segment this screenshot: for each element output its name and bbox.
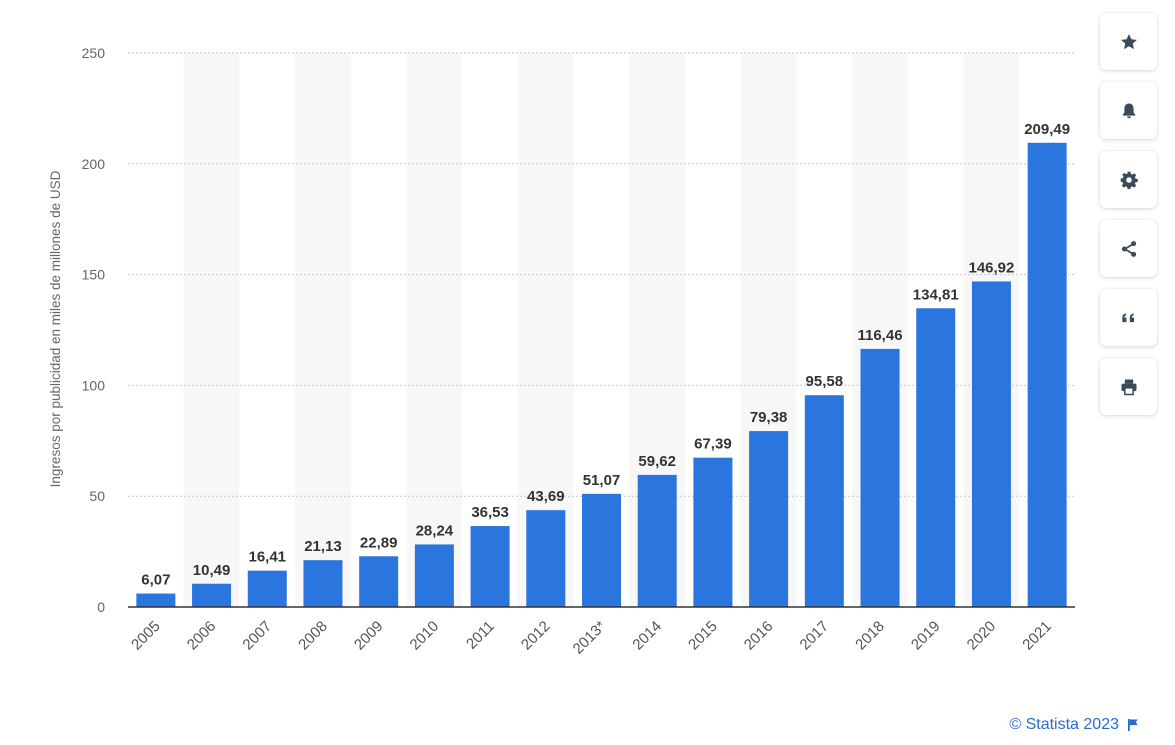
x-tick-label: 2008 xyxy=(295,618,331,654)
column-band xyxy=(183,53,240,607)
bar[interactable] xyxy=(303,560,343,607)
x-tick-label: 2012 xyxy=(518,618,554,654)
flag-icon xyxy=(1128,719,1138,731)
star-icon xyxy=(1120,33,1137,49)
bar[interactable] xyxy=(414,544,454,607)
data-label: 67,39 xyxy=(694,436,732,453)
x-tick-label: 2020 xyxy=(964,618,1000,654)
data-label: 10,49 xyxy=(193,562,231,579)
y-axis-label: Ingresos por publicidad en miles de mill… xyxy=(48,170,63,487)
x-tick-label: 2021 xyxy=(1019,618,1055,654)
bars xyxy=(136,142,1067,608)
data-label: 95,58 xyxy=(806,373,844,390)
data-label: 116,46 xyxy=(857,327,902,344)
y-tick-label: 100 xyxy=(82,377,106,393)
bar[interactable] xyxy=(192,583,232,607)
data-label: 28,24 xyxy=(416,522,454,539)
print-button[interactable] xyxy=(1100,358,1157,415)
x-tick-label: 2019 xyxy=(908,618,944,654)
bar[interactable] xyxy=(971,281,1011,607)
statista-credit[interactable]: © Statista 2023 xyxy=(1009,716,1139,734)
data-label: 36,53 xyxy=(471,504,509,521)
x-tick-label: 2009 xyxy=(351,618,387,654)
bar[interactable] xyxy=(804,395,844,607)
cite-button[interactable] xyxy=(1100,289,1157,346)
quote-icon xyxy=(1121,312,1134,322)
y-tick-label: 50 xyxy=(89,488,105,504)
bar-chart: 0 50 100 150 200 250 2005 2006 2007 2008 2009 2010… xyxy=(48,45,1075,658)
share-icon xyxy=(1121,240,1136,257)
bar[interactable] xyxy=(1027,142,1067,608)
x-tick-label: 2011 xyxy=(463,618,498,653)
data-label: 16,41 xyxy=(248,549,286,566)
share-button[interactable] xyxy=(1100,220,1157,277)
y-tick-labels: 0 50 100 150 200 250 xyxy=(82,45,106,615)
x-tick-label: 2016 xyxy=(741,618,777,654)
data-label: 22,89 xyxy=(360,534,398,551)
x-tick-labels: 2005 2006 2007 2008 2009 2010 2011 2012 2013* 201… xyxy=(128,618,1055,658)
data-label: 51,07 xyxy=(583,472,621,489)
column-band xyxy=(295,53,351,607)
print-icon xyxy=(1121,379,1136,395)
data-label: 134,81 xyxy=(913,286,959,303)
bar[interactable] xyxy=(247,570,287,607)
data-label: 21,13 xyxy=(304,538,342,555)
data-label: 146,92 xyxy=(968,259,1014,276)
bar[interactable] xyxy=(582,493,621,607)
bar[interactable] xyxy=(359,556,399,607)
settings-button[interactable] xyxy=(1100,151,1157,208)
x-tick-label: 2010 xyxy=(407,618,443,654)
x-tick-label: 2013* xyxy=(570,618,610,658)
data-label: 209,49 xyxy=(1024,121,1070,138)
x-tick-label: 2007 xyxy=(239,618,275,654)
bar[interactable] xyxy=(136,593,176,607)
data-label: 59,62 xyxy=(638,453,676,470)
x-tick-label: 2006 xyxy=(184,618,220,654)
data-label: 6,07 xyxy=(141,572,170,589)
column-band xyxy=(406,53,463,607)
chart-toolbar xyxy=(1100,13,1157,427)
x-tick-label: 2005 xyxy=(128,618,164,654)
bar[interactable] xyxy=(749,431,789,607)
y-tick-label: 0 xyxy=(97,599,105,615)
notification-button[interactable] xyxy=(1100,82,1157,139)
x-tick-label: 2015 xyxy=(685,618,721,654)
bar[interactable] xyxy=(637,474,677,607)
y-tick-label: 150 xyxy=(82,267,106,283)
x-tick-label: 2018 xyxy=(852,618,888,654)
bar[interactable] xyxy=(526,510,566,607)
y-tick-label: 250 xyxy=(82,45,106,61)
data-labels: 6,07 10,49 16,41 21,13 22,89 28,24 36,53 43,69 5… xyxy=(141,121,1070,589)
bell-icon xyxy=(1122,103,1135,118)
credit-text: © Statista 2023 xyxy=(1009,716,1119,733)
data-label: 79,38 xyxy=(750,409,788,426)
x-tick-label: 2014 xyxy=(629,618,665,654)
gear-icon xyxy=(1120,171,1138,189)
bar[interactable] xyxy=(860,348,900,607)
y-tick-label: 200 xyxy=(82,156,106,172)
bar[interactable] xyxy=(693,457,733,607)
bar[interactable] xyxy=(470,526,510,607)
favorite-button[interactable] xyxy=(1100,13,1157,70)
x-tick-label: 2017 xyxy=(797,618,833,654)
bar[interactable] xyxy=(916,308,956,607)
data-label: 43,69 xyxy=(527,488,565,505)
